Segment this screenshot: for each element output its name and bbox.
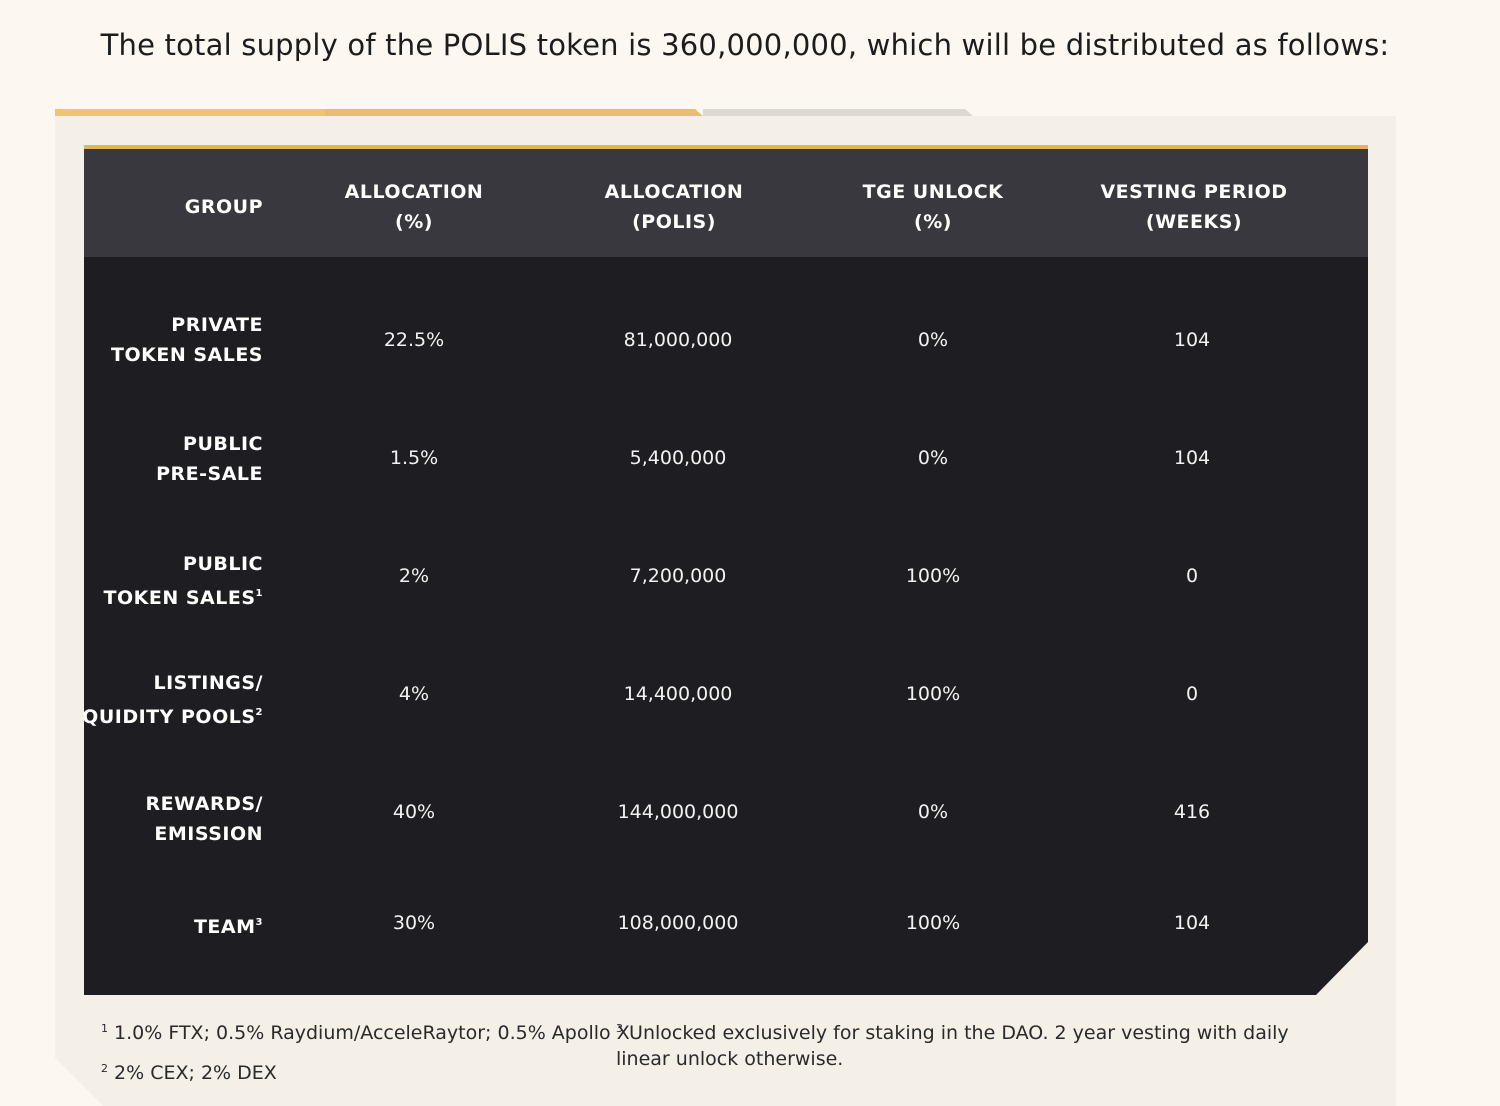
page-heading: The total supply of the POLIS token is 3… [100, 28, 1390, 62]
row-tge-unlock: 0% [917, 447, 949, 469]
row-vesting: 0 [1185, 683, 1199, 705]
row-tge-unlock: 0% [917, 329, 949, 351]
row-allocation-pct: 2% [398, 565, 430, 587]
row-allocation-pct: 1.5% [389, 447, 439, 469]
table-accent-line [84, 145, 1368, 149]
row-vesting: 104 [1173, 912, 1211, 934]
row-group-label: PUBLIC PRE-SALE [156, 433, 263, 485]
footnote-1: 1 1.0% FTX; 0.5% Raydium/AcceleRaytor; 0… [101, 1022, 630, 1044]
header-vesting-period: VESTING PERIOD (WEEKS) [1100, 181, 1288, 233]
row-tge-unlock: 100% [905, 565, 961, 587]
footnote-3: 3 Unlocked exclusively for staking in th… [616, 1022, 1289, 1070]
row-group-label: PRIVATE TOKEN SALES [111, 314, 263, 366]
row-group-label: LISTINGS/ LIQUIDITY POOLS2 [62, 672, 263, 728]
row-allocation-pct: 30% [392, 912, 436, 934]
row-allocation-pct: 22.5% [383, 329, 445, 351]
row-vesting: 104 [1173, 447, 1211, 469]
row-vesting: 104 [1173, 329, 1211, 351]
row-allocation-polis: 7,200,000 [629, 565, 727, 587]
accent-stripe-3 [703, 109, 973, 116]
row-allocation-polis: 144,000,000 [617, 801, 739, 823]
header-allocation-polis: ALLOCATION (POLIS) [604, 181, 744, 233]
footnote-2: 2 2% CEX; 2% DEX [101, 1062, 277, 1084]
accent-stripe-1 [55, 109, 325, 116]
row-group-label: REWARDS/ EMISSION [145, 793, 263, 845]
row-allocation-polis: 14,400,000 [623, 683, 733, 705]
row-allocation-polis: 5,400,000 [629, 447, 727, 469]
row-vesting: 416 [1173, 801, 1211, 823]
row-tge-unlock: 100% [905, 912, 961, 934]
row-vesting: 0 [1185, 565, 1199, 587]
distribution-table: GROUP ALLOCATION (%) ALLOCATION (POLIS) … [84, 145, 1368, 995]
row-allocation-polis: 81,000,000 [623, 329, 733, 351]
footnote-ref: 2 [255, 707, 263, 718]
footnote-ref: 1 [255, 588, 263, 599]
header-tge-unlock: TGE UNLOCK (%) [862, 181, 1004, 233]
header-group: GROUP [184, 196, 263, 218]
row-group-label: PUBLIC TOKEN SALES1 [103, 553, 263, 609]
table-header: GROUP ALLOCATION (%) ALLOCATION (POLIS) … [84, 149, 1368, 257]
footnote-ref: 3 [255, 917, 263, 928]
row-allocation-pct: 40% [392, 801, 436, 823]
row-group-label: TEAM3 [193, 916, 263, 938]
header-allocation-pct: ALLOCATION (%) [344, 181, 484, 233]
row-tge-unlock: 100% [905, 683, 961, 705]
row-allocation-pct: 4% [398, 683, 430, 705]
accent-stripe-2 [325, 109, 703, 116]
row-tge-unlock: 0% [917, 801, 949, 823]
row-allocation-polis: 108,000,000 [617, 912, 739, 934]
